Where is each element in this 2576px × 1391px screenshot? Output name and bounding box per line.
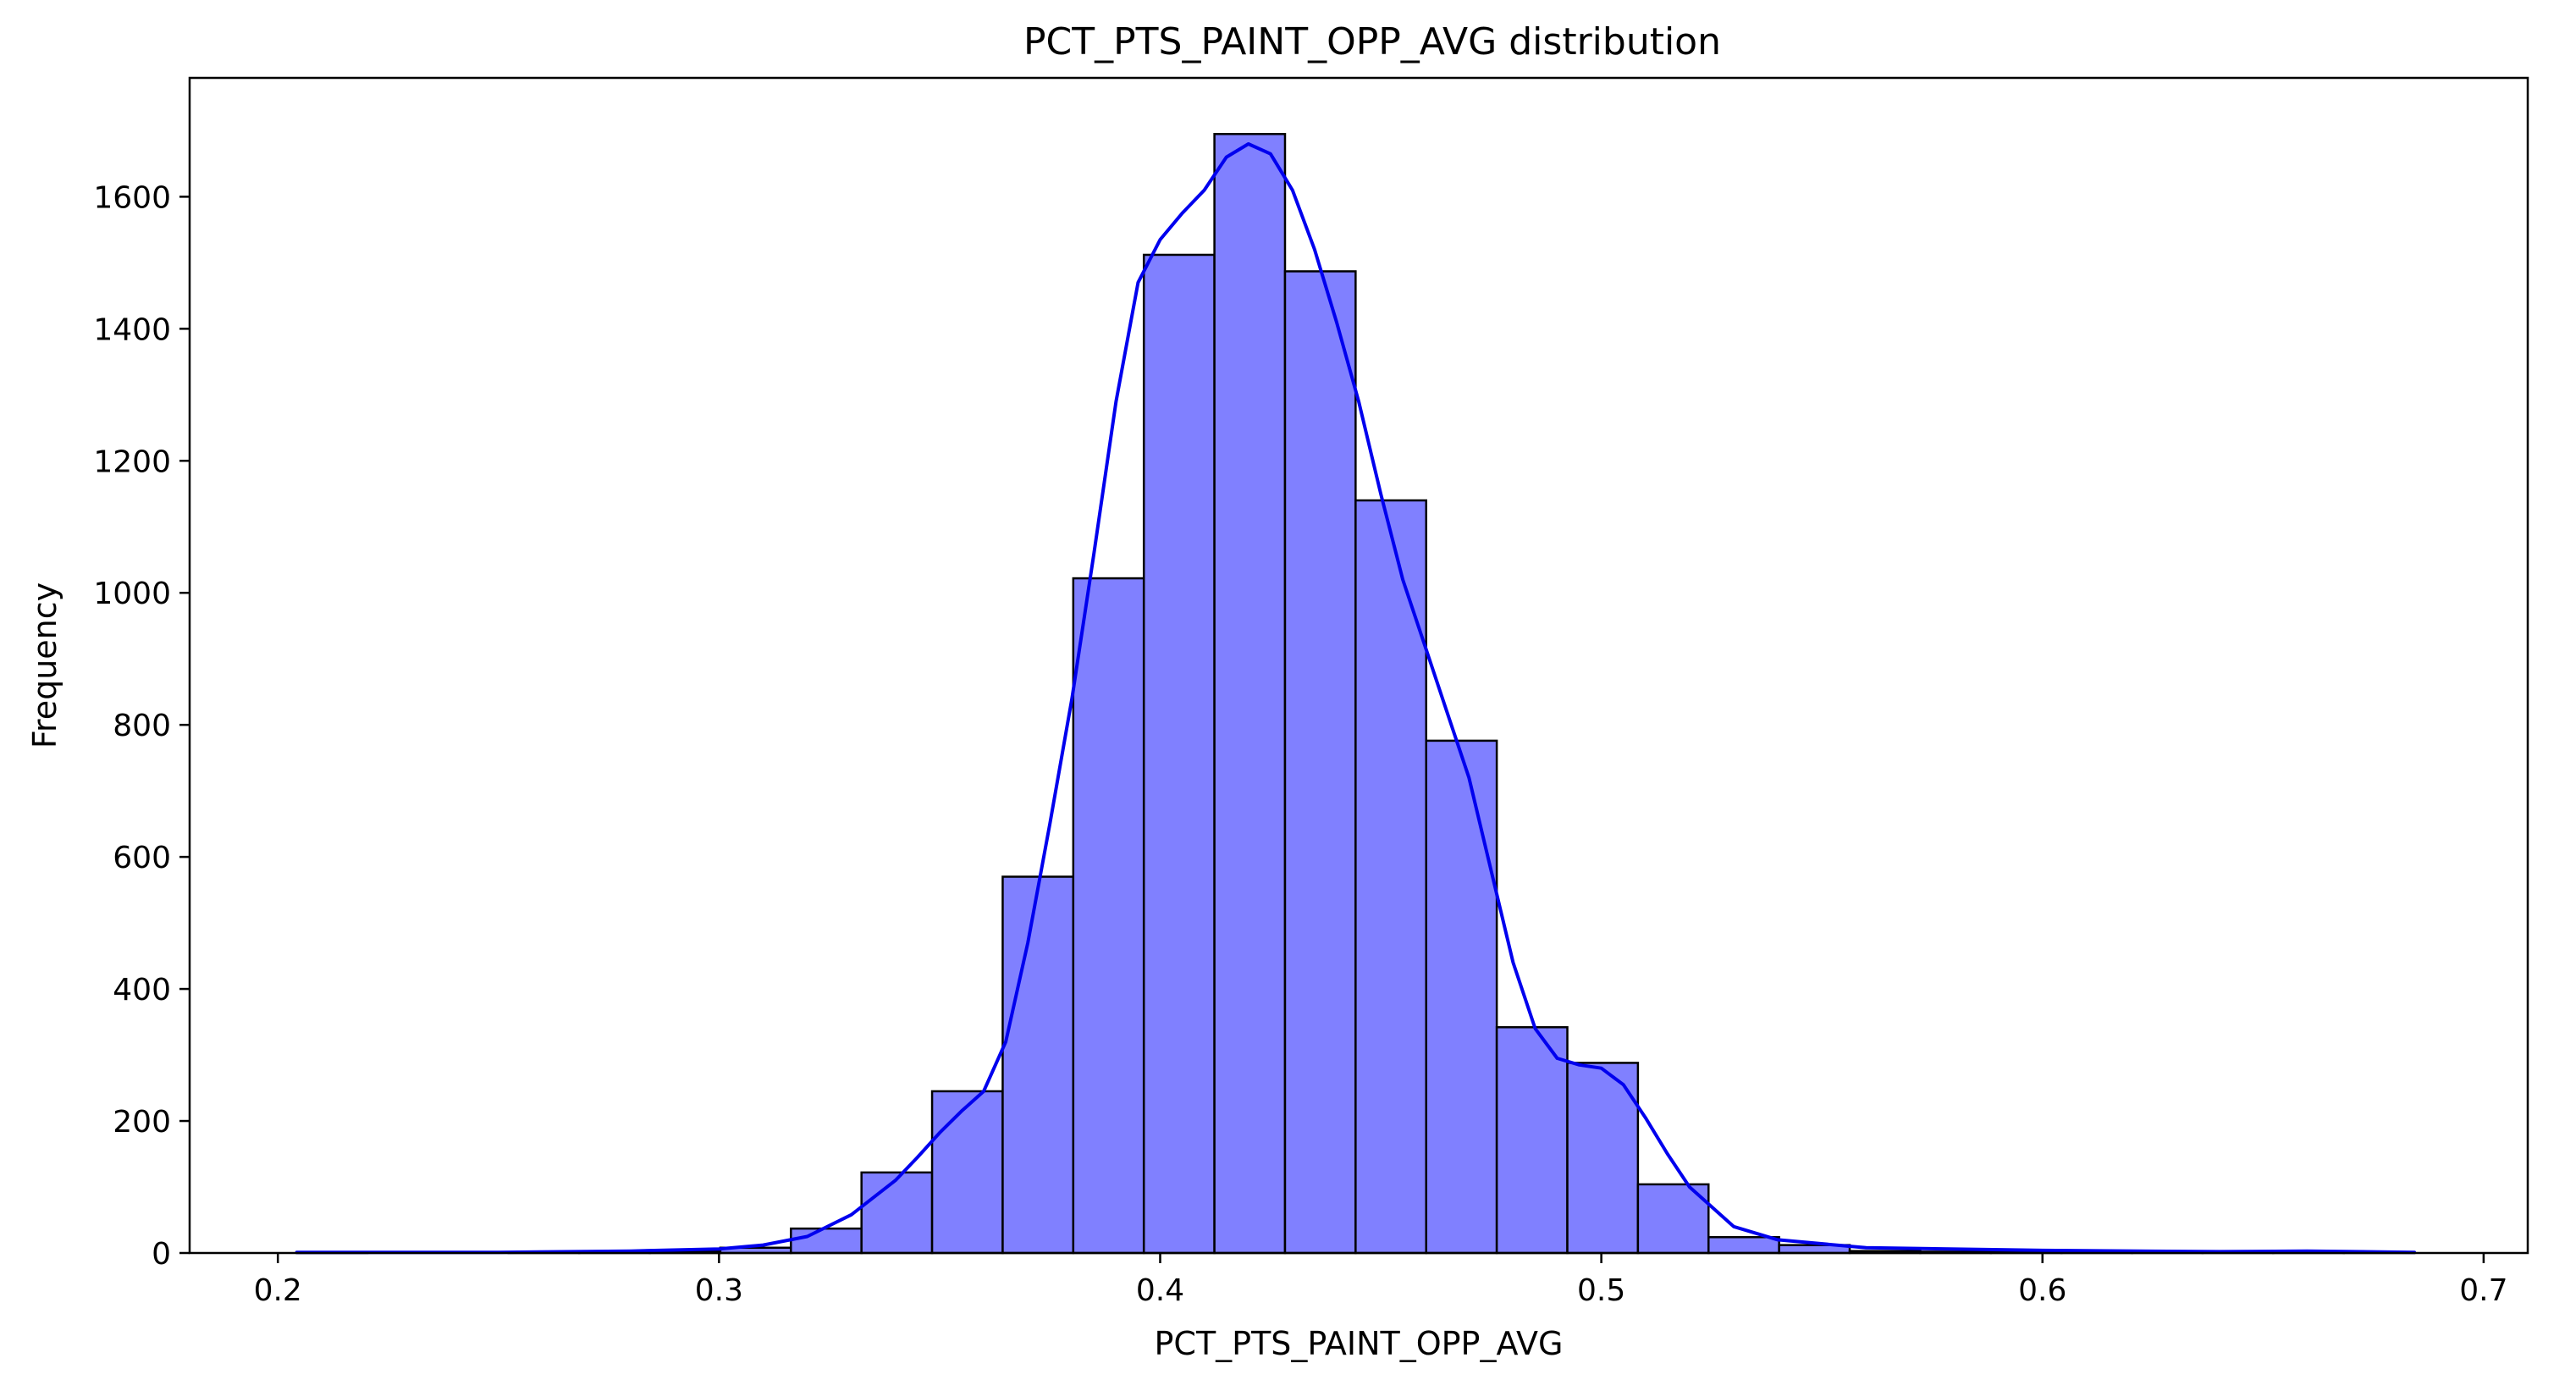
y-tick-label: 200 [113,1105,171,1140]
y-axis: 0 200 400 600 800 1000 1200 1400 1600 [93,180,190,1272]
histogram-bars [295,133,2416,1255]
x-tick-label: 0.4 [1136,1273,1184,1308]
x-tick-label: 0.2 [254,1273,302,1308]
y-axis-label: Frequency [26,582,63,748]
histogram-bar [1213,133,1287,1255]
x-axis-label: PCT_PTS_PAINT_OPP_AVG [1155,1325,1564,1362]
x-tick-label: 0.7 [2459,1273,2507,1308]
x-tick-label: 0.5 [1577,1273,1625,1308]
histogram-bar [1001,875,1075,1255]
y-tick-label: 0 [152,1237,171,1272]
y-tick-label: 1400 [93,312,171,347]
kde-curve [295,142,2417,1255]
histogram-bar [1142,253,1216,1255]
histogram-bar [1495,1026,1569,1255]
x-tick-label: 0.3 [695,1273,743,1308]
histogram-bar [1425,739,1498,1255]
histogram-bar [1072,577,1145,1255]
x-tick-label: 0.6 [2018,1273,2066,1308]
plot-frame [188,76,2529,1255]
histogram-bar [860,1171,934,1255]
y-tick-label: 400 [113,973,171,1007]
y-tick-label: 1200 [93,444,171,479]
y-tick-label: 1000 [93,577,171,611]
histogram-bar [790,1227,863,1255]
histogram-bar [1707,1236,1780,1255]
histogram-bar [1566,1062,1640,1255]
x-axis: 0.2 0.3 0.4 0.5 0.6 0.7 [254,1253,2508,1308]
y-tick-label: 600 [113,841,171,875]
kde-curve-group [295,142,2417,1255]
histogram-bar [1283,270,1357,1255]
histogram-bar [930,1090,1004,1255]
y-tick-label: 1600 [93,180,171,215]
y-tick-label: 800 [113,709,171,743]
chart-title: PCT_PTS_PAINT_OPP_AVG distribution [1023,20,1721,63]
